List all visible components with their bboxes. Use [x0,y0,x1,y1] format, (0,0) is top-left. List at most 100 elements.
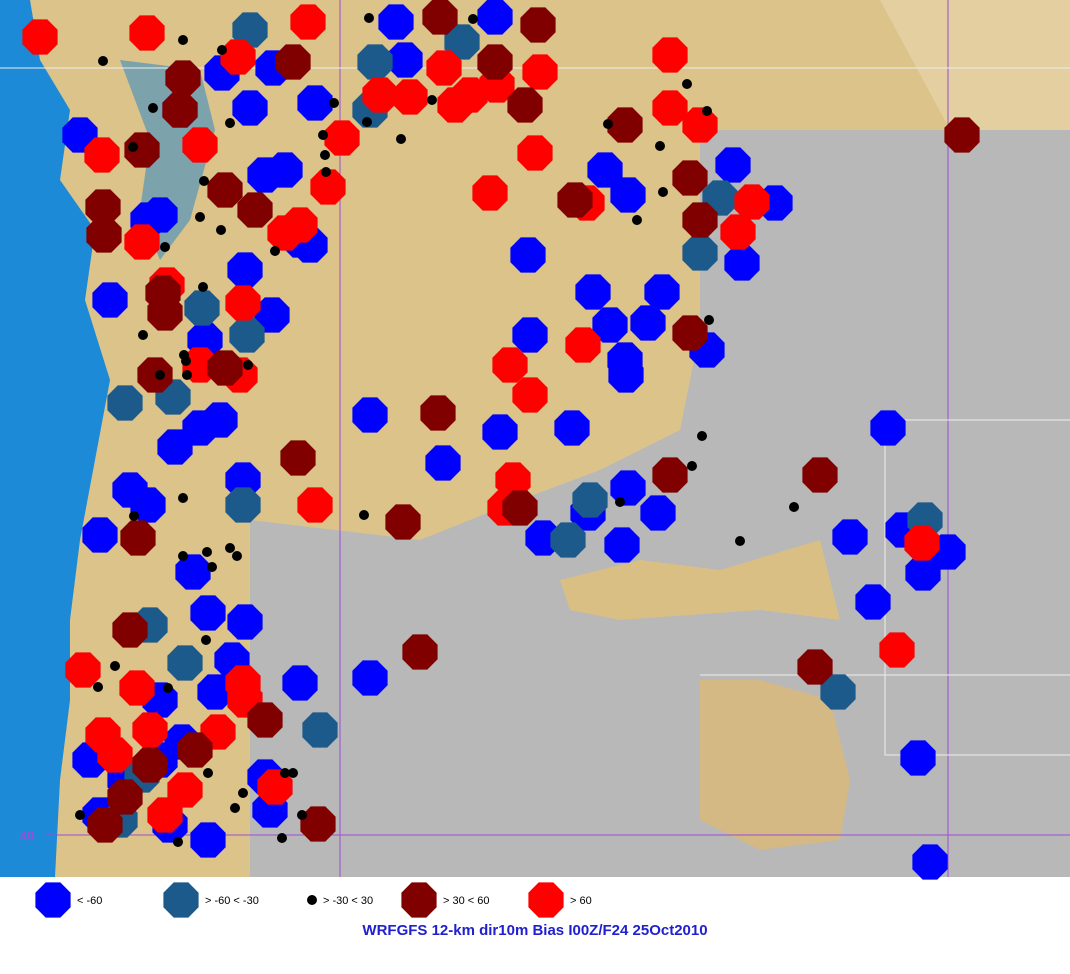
station-dot [468,14,478,24]
station-marker [640,495,676,531]
station-marker [517,135,553,171]
station-marker [92,282,128,318]
ocean [0,0,110,877]
station-dot [270,246,280,256]
station-marker [129,15,165,51]
station-marker [378,4,414,40]
station-marker [565,327,601,363]
station-marker [282,207,318,243]
station-marker [610,470,646,506]
station-marker [904,525,940,561]
station-dot [110,661,120,671]
station-marker [557,182,593,218]
station-marker [587,152,623,188]
legend: < -60 > -60 < -30 > -30 < 30 > 30 < 60 > 60 [35,882,592,918]
station-marker [227,252,263,288]
station-marker [175,554,211,590]
station-marker [310,169,346,205]
state-border [884,420,1070,756]
station-dot [160,242,170,252]
station-dot [658,187,668,197]
station-dot [329,98,339,108]
station-dot [203,768,213,778]
station-marker [302,712,338,748]
station-dot [307,895,317,905]
station-marker [132,712,168,748]
station-marker [715,147,751,183]
station-marker [820,674,856,710]
station-marker [604,527,640,563]
station-marker [254,297,290,333]
station-marker [227,604,263,640]
station-marker [275,44,311,80]
station-dot [178,493,188,503]
station-marker [352,397,388,433]
station-marker [444,24,480,60]
station-marker [237,192,273,228]
station-marker [832,519,868,555]
station-marker [652,90,688,126]
station-dot [195,212,205,222]
station-dot [396,134,406,144]
station-marker [182,127,218,163]
station-dot [789,502,799,512]
station-dot [178,35,188,45]
station-dot [655,141,665,151]
station-marker [422,0,458,35]
station-dot [163,683,173,693]
station-marker [300,806,336,842]
station-marker [652,37,688,73]
legend-label: > 60 [570,895,592,907]
station-marker [167,772,203,808]
station-marker [86,217,122,253]
station-marker [184,290,220,326]
station-marker [855,584,891,620]
station-dot [735,536,745,546]
station-marker [802,457,838,493]
station-marker [165,60,201,96]
station-marker [220,39,256,75]
station-marker [672,160,708,196]
station-marker [592,307,628,343]
station-marker [420,395,456,431]
plain [560,540,840,620]
station-marker [912,844,948,880]
station-dot [93,682,103,692]
station-dot [362,117,372,127]
plains [880,0,1070,130]
station-marker [528,882,564,918]
station-marker [652,457,688,493]
station-marker [112,612,148,648]
station-marker [724,245,760,281]
station-marker [352,660,388,696]
station-dot [243,360,253,370]
station-marker [644,274,680,310]
station-marker [162,92,198,128]
basin [700,680,850,850]
station-marker [437,87,473,123]
station-marker [190,595,226,631]
station-marker [554,410,590,446]
station-marker [520,7,556,43]
station-marker [280,440,316,476]
station-dot [182,370,192,380]
station-marker [282,665,318,701]
station-marker [608,357,644,393]
station-marker [197,674,233,710]
station-marker [163,882,199,918]
station-dot [155,370,165,380]
station-dot [288,768,298,778]
legend-label: > 30 < 60 [443,895,490,907]
station-marker [482,414,518,450]
station-marker [905,555,941,591]
station-dot [148,103,158,113]
station-marker [495,462,531,498]
station-marker [225,462,261,498]
station-marker [130,487,166,523]
station-marker [575,274,611,310]
station-dot [277,833,287,843]
station-marker [229,317,265,353]
station-dot [201,635,211,645]
station-marker [362,77,398,113]
